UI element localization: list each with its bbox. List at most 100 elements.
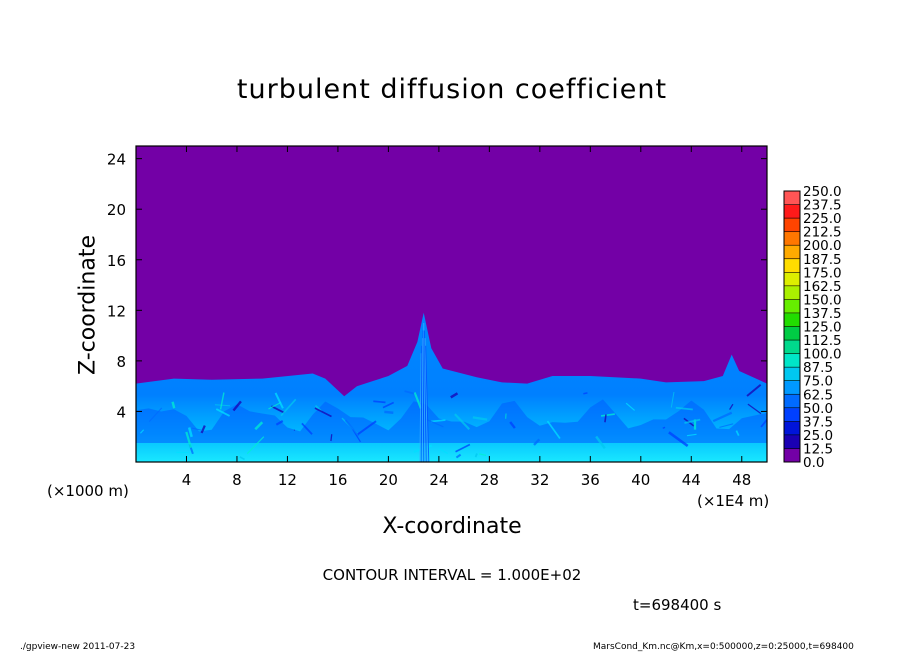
colorbar-label: 112.5: [803, 333, 842, 349]
colorbar-label: 225.0: [803, 211, 842, 227]
field-streak: [219, 392, 225, 410]
field-streak: [232, 400, 242, 412]
field-streak: [712, 411, 733, 423]
colorbar-swatch: [784, 204, 800, 219]
colorbar-label: 87.5: [803, 360, 833, 376]
field-streak: [191, 427, 203, 431]
colorbar-swatch: [784, 434, 800, 449]
field-streak: [686, 433, 697, 437]
field-streak: [684, 418, 701, 424]
field-streak: [384, 410, 394, 414]
x-tick-label: 48: [732, 471, 751, 489]
field-streak: [413, 392, 422, 409]
plot-frame: [135, 145, 768, 463]
colorbar-label: 187.5: [803, 252, 842, 268]
colorbar-swatch: [784, 231, 800, 246]
field-streak: [455, 443, 471, 453]
colorbar-swatch: [784, 258, 800, 273]
y-tick-label: 20: [107, 201, 126, 219]
field-streak: [268, 401, 282, 410]
plume-streak: [422, 330, 425, 462]
colorbar-swatch: [784, 326, 800, 341]
colorbar-swatch: [784, 407, 800, 422]
colorbar-swatch: [784, 272, 800, 287]
colorbar-label: 12.5: [803, 441, 833, 457]
field-streak: [625, 402, 635, 411]
colorbar-label: 212.5: [803, 225, 842, 241]
colorbar-label: 162.5: [803, 279, 842, 295]
colorbar-swatch: [784, 191, 800, 205]
field-streak: [735, 430, 740, 436]
field-streak: [455, 453, 462, 459]
field-streak: [185, 431, 193, 448]
contour-interval-text: CONTOUR INTERVAL = 1.000E+02: [322, 566, 582, 584]
colorbar-label: 75.0: [803, 374, 833, 390]
y-tick-label: 4: [116, 403, 126, 421]
field-streak: [200, 425, 206, 434]
x-unit-right-label: (×1E4 m): [697, 492, 770, 510]
colorbar-label: 137.5: [803, 306, 842, 322]
plume-streak: [423, 330, 427, 462]
plot-area: [136, 146, 767, 462]
x-axis-label: X-coordinate: [382, 514, 522, 539]
field-streak: [479, 453, 487, 456]
field-streak: [215, 408, 231, 417]
field-streak: [344, 419, 360, 437]
field-streak: [760, 419, 767, 428]
x-tick-label: 44: [682, 471, 701, 489]
plume-streak: [419, 353, 422, 462]
field-streak: [604, 414, 607, 423]
field-streak: [747, 403, 762, 415]
field-streak: [270, 405, 285, 414]
field-streak: [472, 416, 488, 421]
field-streak: [595, 435, 606, 449]
colorbar-swatch: [784, 448, 800, 463]
x-tick-label: 20: [379, 471, 398, 489]
field-streak: [430, 419, 446, 423]
field-streak: [246, 436, 265, 455]
colorbar-swatch: [784, 218, 800, 233]
colorbar-label: 100.0: [803, 347, 842, 363]
y-tick-label: 24: [107, 151, 126, 169]
colorbar-swatch: [784, 340, 800, 355]
colorbar-label: 237.5: [803, 198, 842, 214]
field-streak: [675, 406, 693, 411]
colorbar-label: 0.0: [803, 455, 824, 471]
field-streak: [729, 403, 734, 410]
colorbar-swatch: [784, 353, 800, 368]
chart-title: turbulent diffusion coefficient: [236, 74, 668, 105]
field-streak: [668, 431, 689, 448]
field-streak: [450, 392, 459, 399]
colorbar-swatch: [784, 380, 800, 395]
field-streak: [454, 413, 471, 430]
field-streak: [148, 407, 163, 423]
plume-streak: [423, 322, 426, 462]
x-tick-label: 40: [631, 471, 650, 489]
field-streak: [239, 456, 245, 461]
field-streak: [330, 434, 333, 442]
y-tick-label: 12: [107, 302, 126, 320]
time-stamp: t=698400 s: [633, 596, 722, 614]
field-streak: [746, 383, 762, 397]
x-unit-left-label: (×1000 m): [47, 482, 129, 500]
field-streak: [719, 423, 734, 428]
colorbar-label: 200.0: [803, 238, 842, 254]
x-tick-label: 36: [581, 471, 600, 489]
diffusion-field-deep-band: [136, 399, 767, 444]
plume-streak: [424, 338, 429, 462]
x-tick-label: 24: [429, 471, 448, 489]
colorbar-label: 175.0: [803, 265, 842, 281]
colorbar-label: 25.0: [803, 428, 833, 444]
colorbar-label: 50.0: [803, 401, 833, 417]
field-streak: [670, 391, 675, 408]
colorbar-label: 125.0: [803, 320, 842, 336]
field-streak: [274, 392, 284, 409]
field-streak: [474, 453, 478, 458]
field-streak: [382, 401, 395, 409]
field-streak: [533, 438, 541, 446]
field-streak: [357, 420, 377, 435]
field-streak: [546, 420, 561, 439]
colorbar-swatch: [784, 285, 800, 300]
y-tick-label: 16: [107, 252, 126, 270]
